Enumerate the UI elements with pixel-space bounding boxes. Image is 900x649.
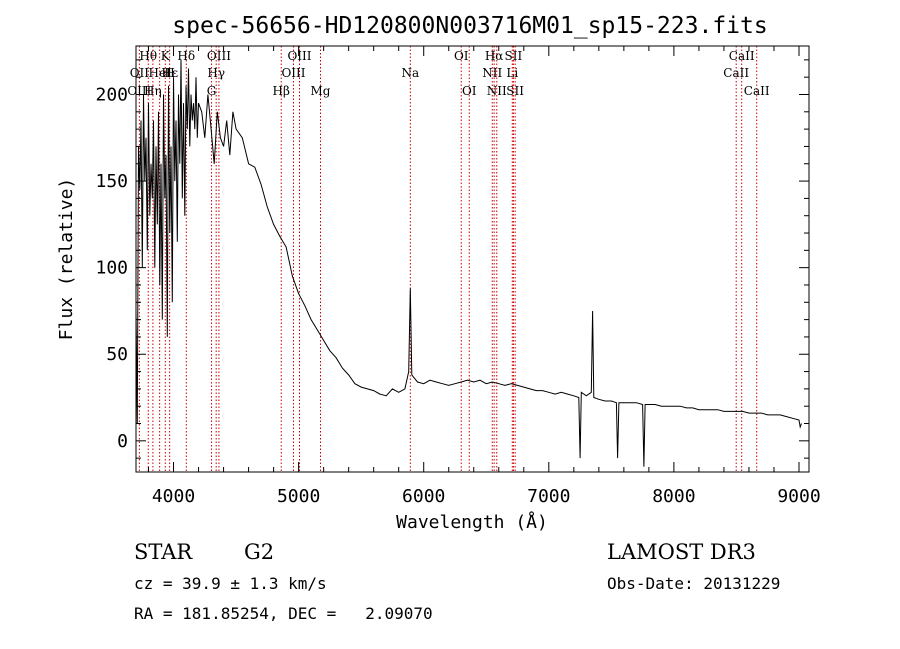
- plot-frame: [135, 45, 810, 473]
- y-tick-label: 200: [95, 84, 128, 105]
- x-tick-label: 4000: [152, 486, 195, 507]
- line-label: Hδ: [177, 49, 195, 63]
- line-label: SII: [505, 49, 523, 63]
- line-label: OI: [454, 49, 469, 63]
- x-axis: 4000 5000 6000 7000 8000 9000: [148, 46, 821, 507]
- line-label: Li: [506, 66, 518, 80]
- line-label: OIII: [207, 49, 231, 63]
- obs-date: Obs-Date: 20131229: [607, 574, 780, 593]
- line-label: OIII: [281, 66, 305, 80]
- line-label: G: [207, 84, 217, 98]
- redshift-info: cz = 39.9 ± 1.3 km/s: [134, 574, 327, 593]
- survey-name: LAMOST DR3: [607, 540, 756, 564]
- line-label: OII: [130, 66, 150, 80]
- line-label: Na: [402, 66, 420, 80]
- line-label: OIII: [287, 49, 311, 63]
- coordinates: RA = 181.85254, DEC = 2.09070: [134, 604, 433, 623]
- line-label: Hε: [161, 66, 178, 80]
- y-axis-label: Flux (relative): [56, 178, 77, 341]
- x-tick-label: 5000: [277, 486, 320, 507]
- line-label: Hα: [485, 49, 504, 63]
- line-label: NII: [487, 84, 507, 98]
- object-class: STAR: [134, 540, 193, 564]
- line-label: CaII: [723, 66, 749, 80]
- line-label: HeI: [148, 66, 171, 80]
- x-tick-label: 8000: [652, 486, 695, 507]
- object-subclass: G2: [244, 540, 274, 564]
- line-label: SII: [506, 84, 524, 98]
- x-tick-label: 6000: [402, 486, 445, 507]
- line-label: Hγ: [207, 66, 225, 80]
- line-label: H: [164, 66, 174, 80]
- line-label: Hθ: [139, 49, 157, 63]
- line-label: NII: [482, 66, 502, 80]
- x-tick-label: 9000: [777, 486, 820, 507]
- line-label: CaII: [729, 49, 755, 63]
- line-label: CaII: [744, 84, 770, 98]
- line-label: Hβ: [273, 84, 290, 98]
- line-label: Mg: [311, 84, 331, 98]
- line-label: OI: [462, 84, 477, 98]
- y-tick-label: 100: [95, 258, 128, 279]
- spectral-line-markers: [138, 46, 758, 472]
- y-tick-label: 50: [106, 344, 128, 365]
- line-label: K: [161, 49, 171, 63]
- x-axis-label: Wavelength (Å): [396, 511, 548, 533]
- chart-title: spec-56656-HD120800N003716M01_sp15-223.f…: [172, 13, 767, 39]
- y-tick-label: 150: [95, 171, 128, 192]
- y-axis: 0 50 100 150 200: [95, 59, 809, 459]
- line-label: Hη: [144, 84, 162, 98]
- y-tick-label: 0: [117, 431, 128, 452]
- x-tick-label: 7000: [527, 486, 570, 507]
- spectrum-series: [135, 59, 802, 467]
